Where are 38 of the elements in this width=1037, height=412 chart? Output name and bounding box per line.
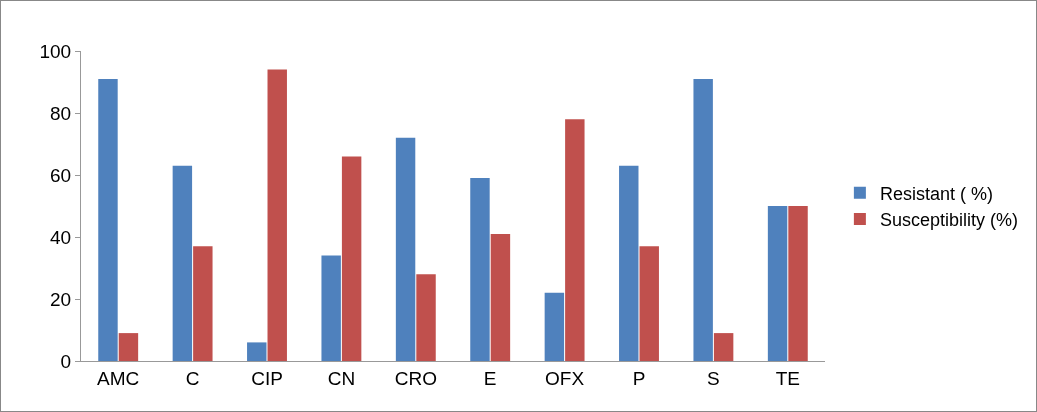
bar (470, 178, 490, 361)
bar (713, 333, 734, 361)
y-tick-label: 100 (39, 40, 72, 62)
x-tick-label: E (483, 367, 497, 389)
bar (193, 246, 213, 361)
bar (767, 206, 788, 361)
x-tick-label: S (707, 367, 720, 389)
bar (490, 233, 511, 361)
bar (395, 137, 416, 361)
y-tick-label: 20 (50, 288, 72, 310)
y-tick-label: 40 (50, 226, 72, 248)
x-tick-label: CN (327, 367, 356, 389)
bar (416, 274, 436, 361)
legend-label: Susceptibility (%) (879, 210, 1018, 231)
bar (267, 69, 287, 361)
bar (172, 165, 193, 361)
x-tick-label: CRO (394, 367, 437, 389)
bar (98, 78, 118, 361)
bar (565, 119, 585, 361)
bar (639, 246, 659, 361)
bar (619, 165, 639, 361)
x-tick-label: OFX (545, 367, 585, 389)
bar (341, 156, 362, 361)
x-tick-label: P (632, 367, 646, 389)
y-tick-label: 80 (50, 102, 72, 124)
x-tick-label: TE (775, 367, 800, 389)
x-tick-label: C (185, 367, 200, 389)
bar (118, 333, 139, 361)
bar (247, 342, 267, 361)
bar (693, 78, 713, 361)
legend-label: Resistant ( %) (879, 183, 993, 204)
y-tick-label: 0 (60, 350, 72, 372)
y-tick-label: 60 (50, 164, 72, 186)
x-tick-label: AMC (97, 367, 140, 389)
bar (544, 292, 565, 361)
x-tick-label: CIP (251, 367, 283, 389)
bar (788, 206, 808, 361)
bar (321, 255, 341, 361)
